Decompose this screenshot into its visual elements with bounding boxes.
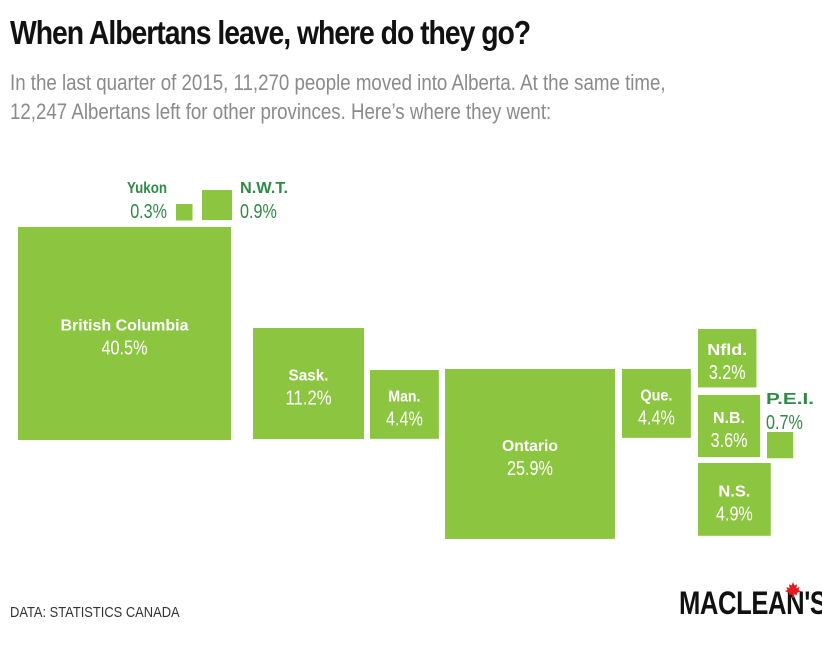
value-que: 4.4%	[638, 407, 675, 429]
label-nfld: Nfld.	[707, 342, 747, 359]
value-p-e-i: 0.7%	[766, 412, 803, 434]
box-nfld	[696, 327, 759, 390]
label-british-columbia: British Columbia	[61, 318, 189, 335]
subtitle-line-2: 12,247 Albertans left for other province…	[10, 99, 552, 124]
data-source-note: DATA: STATISTICS CANADA	[10, 604, 180, 621]
label-sask: Sask.	[289, 368, 329, 385]
value-n-b: 3.6%	[711, 430, 748, 452]
maple-leaf-icon	[785, 582, 801, 598]
chart-subtitle: In the last quarter of 2015, 11,270 peop…	[10, 68, 666, 126]
value-man: 4.4%	[386, 408, 423, 430]
box-sask	[251, 326, 367, 442]
value-british-columbia: 40.5%	[102, 338, 148, 360]
value-n-s: 4.9%	[716, 503, 753, 525]
label-yukon: Yukon	[127, 180, 167, 197]
label-ontario: Ontario	[502, 438, 558, 455]
box-n-w-t	[200, 188, 235, 223]
value-nfld: 3.2%	[709, 362, 746, 384]
box-man	[368, 368, 441, 441]
box-yukon	[174, 202, 195, 223]
label-n-b: N.B.	[713, 410, 745, 427]
value-n-w-t: 0.9%	[240, 201, 277, 223]
label-n-w-t: N.W.T.	[240, 180, 288, 197]
value-ontario: 25.9%	[507, 458, 553, 480]
label-man: Man.	[388, 388, 420, 405]
box-british-columbia	[16, 225, 233, 442]
subtitle-line-1: In the last quarter of 2015, 11,270 peop…	[10, 70, 666, 95]
label-n-s: N.S.	[718, 483, 750, 500]
box-p-e-i	[765, 430, 796, 461]
box-n-b	[696, 393, 763, 460]
box-n-s	[696, 461, 773, 538]
value-yukon: 0.3%	[130, 201, 167, 223]
value-sask: 11.2%	[286, 388, 332, 410]
label-que: Que.	[640, 387, 672, 404]
label-p-e-i: P.E.I.	[766, 391, 814, 408]
box-ontario	[443, 367, 617, 541]
chart-title: When Albertans leave, where do they go?	[10, 14, 531, 51]
box-que	[620, 367, 693, 440]
